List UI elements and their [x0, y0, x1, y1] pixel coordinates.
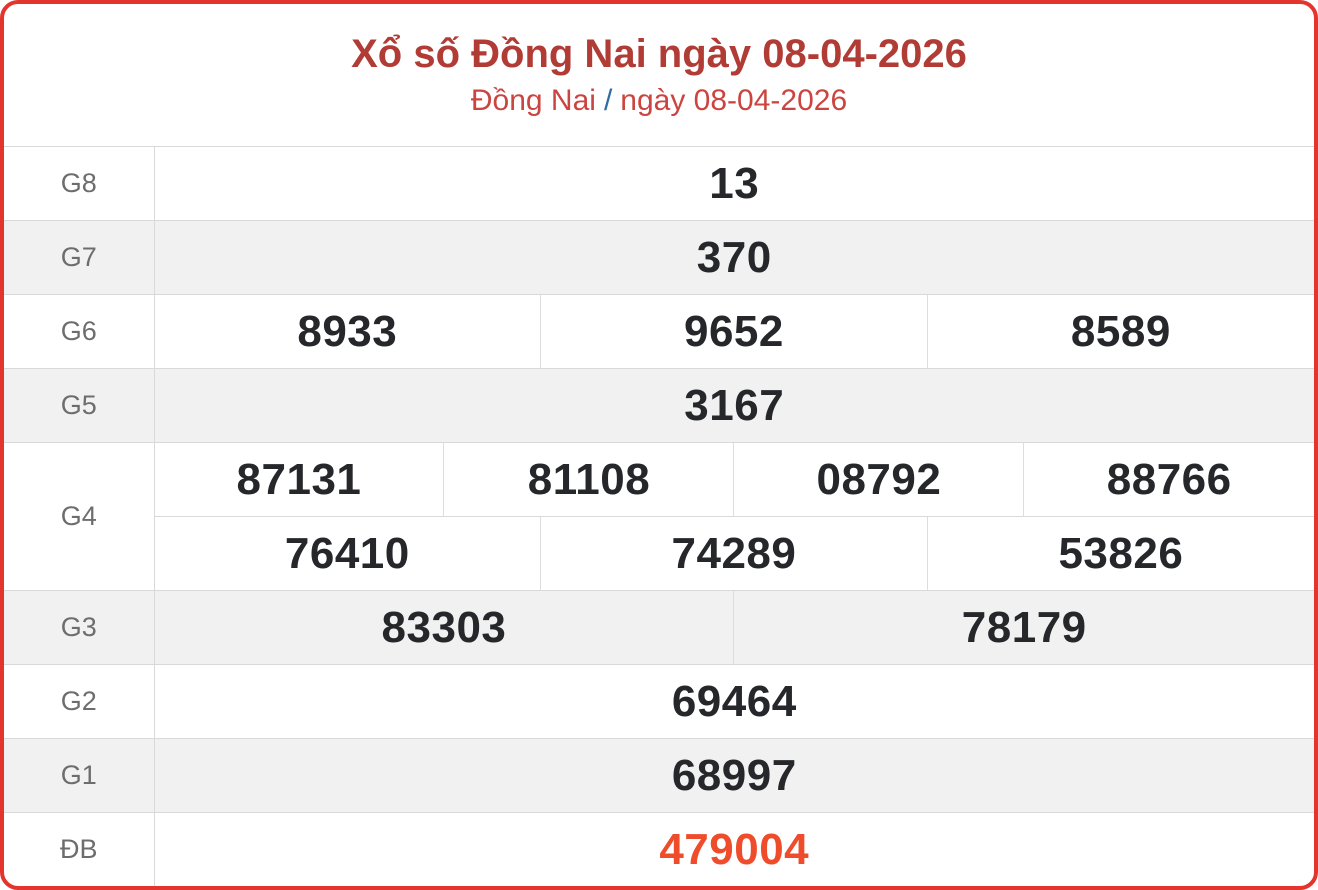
prize-label-g1: G1 [4, 738, 155, 813]
prize-row-g4-line1: G4 87131 81108 08792 88766 [4, 442, 1314, 591]
prize-row-g7: G7 370 [4, 220, 1314, 295]
prize-value-g4-6: 74289 [540, 516, 928, 591]
prize-label-g2: G2 [4, 664, 155, 739]
prize-value-g6-3: 8589 [926, 294, 1314, 369]
page-title: Xổ số Đồng Nai ngày 08-04-2026 [351, 32, 967, 76]
prize-value-g3-2: 78179 [733, 590, 1314, 665]
prize-value-g4-3: 08792 [733, 442, 1024, 517]
prize-row-g2: G2 69464 [4, 664, 1314, 739]
prize-row-g5: G5 3167 [4, 368, 1314, 443]
prize-value-g5: 3167 [154, 368, 1314, 443]
prize-value-g2: 69464 [154, 664, 1314, 739]
prize-row-g4-line2: 76410 74289 53826 [4, 516, 1314, 591]
prize-value-g1: 68997 [154, 738, 1314, 813]
prize-label-g3: G3 [4, 590, 155, 665]
breadcrumb-region-link[interactable]: Đồng Nai [470, 84, 596, 117]
prize-value-g4-4: 88766 [1023, 442, 1314, 517]
prize-label-g6: G6 [4, 294, 155, 369]
prize-row-db: ĐB 479004 [4, 812, 1314, 886]
prize-value-g4-2: 81108 [443, 442, 734, 517]
prize-label-g5: G5 [4, 368, 155, 443]
prize-value-g7: 370 [154, 220, 1314, 295]
prize-label-db: ĐB [4, 812, 155, 886]
prize-value-db: 479004 [154, 812, 1314, 886]
breadcrumb: Đồng Nai / ngày 08-04-2026 [471, 86, 847, 116]
prize-value-g3-1: 83303 [154, 590, 734, 665]
prize-label-g8: G8 [4, 146, 155, 221]
prize-label-g7: G7 [4, 220, 155, 295]
prize-label-g4: G4 [4, 442, 155, 591]
prize-row-g8: G8 13 [4, 146, 1314, 221]
header: Xổ số Đồng Nai ngày 08-04-2026 Đồng Nai /… [4, 4, 1314, 146]
prize-value-g6-1: 8933 [154, 294, 541, 369]
prize-row-g6: G6 8933 9652 8589 [4, 294, 1314, 369]
results-table: G8 13 G7 370 G6 8933 9652 8589 G5 3167 G… [4, 146, 1314, 886]
prize-value-g4-5: 76410 [154, 516, 541, 591]
breadcrumb-separator: / [603, 84, 613, 117]
prize-value-g4-1: 87131 [154, 442, 444, 517]
breadcrumb-date-link[interactable]: ngày 08-04-2026 [620, 84, 848, 117]
prize-value-g8: 13 [154, 146, 1314, 221]
prize-row-g3: G3 83303 78179 [4, 590, 1314, 665]
prize-value-g4-7: 53826 [926, 516, 1314, 591]
prize-value-g6-2: 9652 [540, 294, 928, 369]
prize-row-g1: G1 68997 [4, 738, 1314, 813]
